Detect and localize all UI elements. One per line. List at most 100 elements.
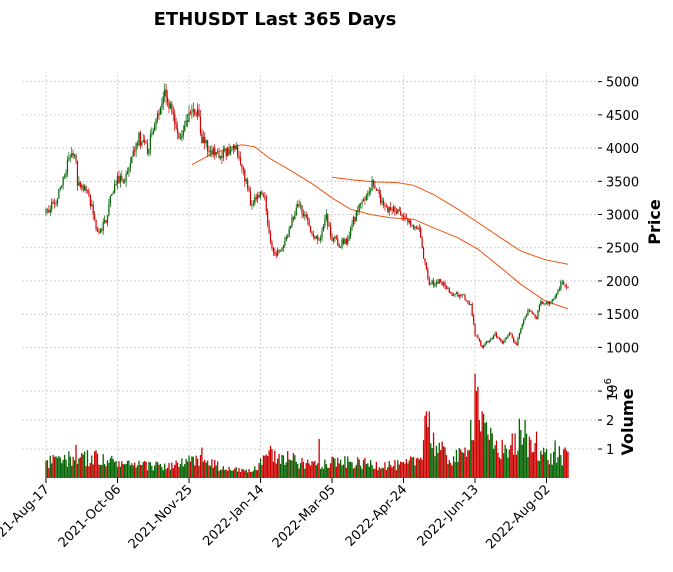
volume-bar — [169, 469, 172, 478]
candle-body — [185, 120, 187, 126]
volume-bar — [152, 470, 154, 478]
candle-body — [274, 251, 276, 254]
volume-bar — [228, 466, 230, 478]
volume-bar — [555, 462, 558, 478]
candle-body — [435, 282, 438, 285]
volume-bar — [385, 470, 388, 478]
candle-body — [564, 284, 566, 287]
volume-bar — [561, 465, 563, 478]
candle-body — [61, 185, 63, 188]
volume-bar — [257, 470, 259, 478]
volume-bar — [384, 462, 386, 478]
volume-bar — [238, 467, 240, 478]
candle-body — [337, 238, 339, 245]
candle-body — [162, 96, 164, 105]
candle-body — [442, 282, 445, 285]
candle-body — [262, 194, 264, 197]
volume-bar — [224, 469, 226, 478]
volume-bar — [357, 457, 359, 478]
volume-bar — [234, 468, 236, 478]
volume-bar — [553, 451, 555, 478]
candle-body — [543, 303, 545, 305]
candle-body — [188, 112, 190, 122]
volume-bar — [437, 452, 439, 478]
candle-body — [335, 236, 337, 239]
candle-body — [222, 150, 224, 158]
volume-bar — [514, 433, 516, 478]
candle-body — [408, 220, 410, 223]
volume-bar — [211, 459, 213, 478]
candle-body — [94, 214, 96, 220]
candle-body — [201, 133, 203, 144]
volume-bar — [523, 437, 525, 478]
candle-body — [494, 333, 496, 336]
candle-body — [302, 213, 305, 217]
candle-body — [186, 120, 189, 122]
candle-body — [463, 294, 465, 296]
price-tick-label: 2000 — [606, 275, 639, 290]
candle-body — [314, 236, 316, 239]
candle-body — [418, 227, 420, 229]
candle-body — [551, 299, 553, 302]
volume-bar — [451, 465, 453, 478]
volume-bar — [465, 456, 468, 478]
candle-body — [432, 280, 435, 286]
volume-bar — [388, 460, 390, 478]
candle-body — [294, 214, 296, 220]
volume-bar — [89, 462, 91, 478]
volume-bar — [129, 465, 132, 478]
candle-body — [98, 231, 100, 233]
candle-body — [325, 213, 327, 220]
price-tick-label: 1000 — [606, 341, 639, 356]
candle-body — [434, 284, 436, 286]
volume-bar — [362, 460, 365, 478]
volume-bar — [417, 457, 419, 478]
candle-body — [391, 209, 393, 211]
candle-body — [321, 231, 323, 239]
volume-bar — [525, 433, 528, 478]
volume-bar — [550, 453, 552, 478]
volume-bar — [251, 471, 253, 478]
volume-bar — [218, 471, 220, 478]
volume-bar — [492, 448, 495, 478]
volume-bar — [390, 464, 392, 478]
candle-body — [400, 210, 402, 215]
time-tick-label: 2022-Aug-02 — [483, 482, 553, 552]
volume-bar — [198, 465, 200, 478]
candle-body — [312, 234, 315, 237]
volume-bar — [401, 462, 403, 478]
volume-bar — [315, 465, 317, 478]
candle-body — [231, 148, 233, 151]
volume-bar — [543, 447, 545, 478]
volume-bar — [530, 439, 532, 478]
volume-bar — [490, 427, 492, 478]
volume-bar — [229, 469, 232, 478]
candle-body — [561, 281, 563, 283]
candle-body — [235, 146, 237, 150]
candle-body — [88, 190, 90, 196]
candle-body — [473, 315, 475, 324]
volume-bar — [232, 470, 234, 478]
candle-body — [152, 131, 154, 134]
candle-body — [92, 204, 94, 215]
candle-body — [149, 134, 151, 150]
candle-body — [365, 195, 367, 201]
volume-bar — [369, 460, 372, 478]
volume-bar — [285, 462, 287, 478]
volume-bar — [185, 458, 187, 478]
candle-body — [474, 323, 476, 336]
candle-body — [281, 247, 283, 251]
volume-bar — [418, 459, 420, 478]
volume-bar — [118, 461, 120, 478]
candle-body — [503, 341, 505, 344]
volume-bar — [327, 467, 329, 478]
volume-bar — [349, 461, 352, 478]
candle-body — [541, 301, 543, 304]
volume-bar — [282, 455, 285, 478]
volume-bar — [236, 471, 239, 478]
volume-bar — [491, 433, 493, 478]
volume-bar — [528, 436, 531, 478]
candle-body — [371, 180, 373, 191]
volume-bar — [325, 464, 327, 478]
volume-bar — [480, 431, 482, 478]
